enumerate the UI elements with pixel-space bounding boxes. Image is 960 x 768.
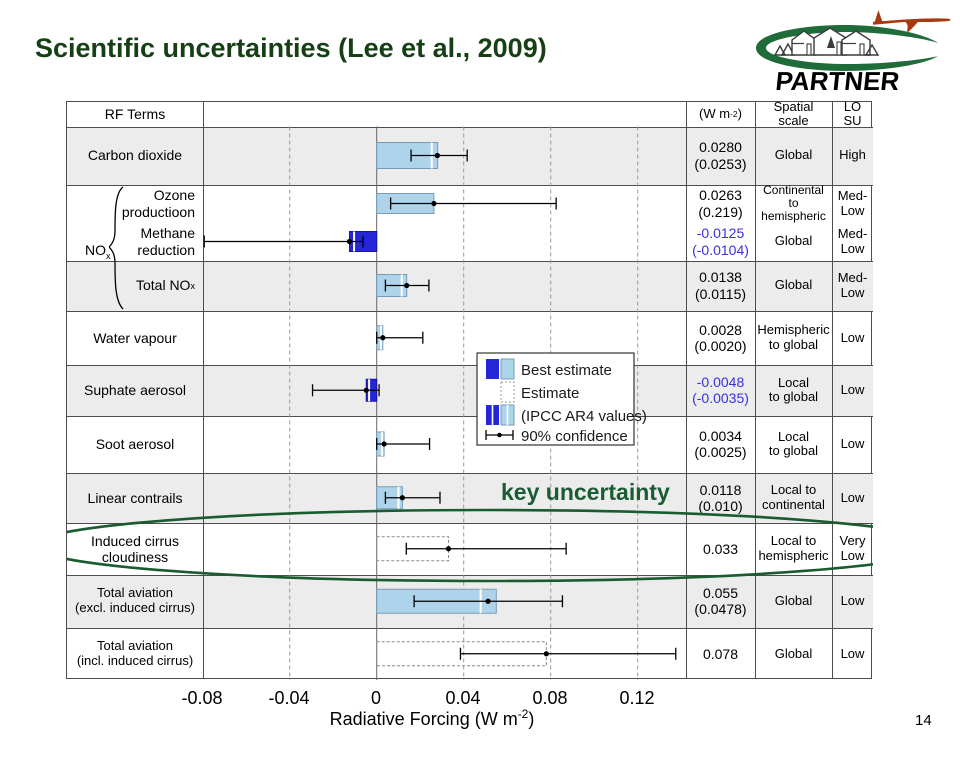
svg-text:0.08: 0.08 <box>532 688 567 708</box>
svg-text:0: 0 <box>371 688 381 708</box>
svg-text:-0.04: -0.04 <box>268 688 309 708</box>
svg-text:PARTNER: PARTNER <box>774 66 901 95</box>
svg-text:0.04: 0.04 <box>445 688 480 708</box>
svg-text:0.12: 0.12 <box>619 688 654 708</box>
svg-text:-0.08: -0.08 <box>181 688 222 708</box>
svg-text:Radiative Forcing (W m-2): Radiative Forcing (W m-2) <box>330 707 535 729</box>
